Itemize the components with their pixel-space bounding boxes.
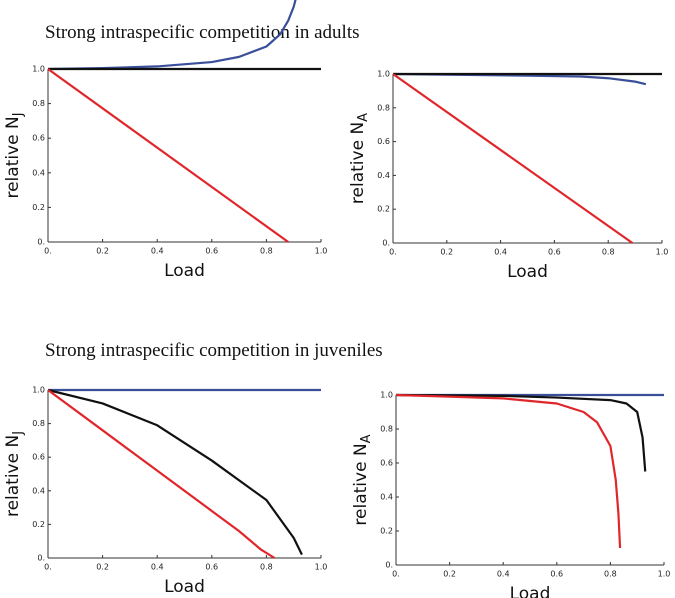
y-axis-label-sub: A xyxy=(359,434,374,443)
x-tick-label: 0.4 xyxy=(494,248,507,257)
y-tick-label: 0.6 xyxy=(32,453,45,462)
y-axis-label-main: relative N xyxy=(3,435,23,517)
line-series xyxy=(47,68,289,243)
y-axis-label-main: relative N xyxy=(348,122,368,204)
y-tick-label: 0.8 xyxy=(377,103,390,112)
y-tick-label: 0.2 xyxy=(377,205,390,214)
y-tick-label: 0. xyxy=(37,554,45,563)
y-axis-label-main: relative N xyxy=(351,443,371,525)
y-axis-label-sub: A xyxy=(356,113,371,122)
x-tick-label: 0.6 xyxy=(548,248,561,257)
y-tick-label: 1.0 xyxy=(377,70,390,79)
line-series xyxy=(47,389,276,559)
y-axis-label: relative NJ xyxy=(3,431,26,517)
x-tick-label: 0.4 xyxy=(151,563,164,572)
x-axis-label: Load xyxy=(164,577,205,597)
y-axis-label-main: relative N xyxy=(3,116,23,198)
x-tick-label: 0.8 xyxy=(604,570,617,579)
y-tick-label: 0.8 xyxy=(380,425,393,434)
y-tick-label: 0.2 xyxy=(380,527,393,536)
y-axis-label: relative NJ xyxy=(3,112,26,198)
y-tick-label: 0.4 xyxy=(377,171,390,180)
line-series xyxy=(392,72,647,86)
y-tick-label: 1.0 xyxy=(380,391,393,400)
y-tick-label: 0.8 xyxy=(32,419,45,428)
y-tick-label: 0.2 xyxy=(32,203,45,212)
y-tick-label: 0.4 xyxy=(380,493,393,502)
x-tick-label: 0.4 xyxy=(497,570,510,579)
y-tick-label: 0.6 xyxy=(32,134,45,143)
x-axis-label: Load xyxy=(507,262,548,282)
x-tick-label: 0.2 xyxy=(440,248,453,257)
x-tick-label: 1.0 xyxy=(656,248,669,257)
y-tick-label: 1.0 xyxy=(32,386,45,395)
y-axis-label-sub: J xyxy=(11,431,26,436)
y-tick-label: 0. xyxy=(385,561,393,570)
section-heading: Strong intraspecific competition in juve… xyxy=(45,340,383,361)
line-series xyxy=(47,388,303,556)
x-tick-label: 0.2 xyxy=(96,247,109,256)
section-heading: Strong intraspecific competition in adul… xyxy=(45,22,360,43)
y-tick-label: 1.0 xyxy=(32,65,45,74)
y-axis-label: relative NA xyxy=(351,434,374,525)
x-tick-label: 0. xyxy=(44,563,52,572)
y-tick-label: 0.8 xyxy=(32,99,45,108)
x-axis-label: Load xyxy=(510,584,551,598)
x-tick-label: 0.8 xyxy=(260,247,273,256)
y-tick-label: 0. xyxy=(382,239,390,248)
x-tick-label: 0.4 xyxy=(151,247,164,256)
x-axis-label: Load xyxy=(164,261,205,281)
line-series xyxy=(392,73,634,244)
x-tick-label: 0. xyxy=(389,248,397,257)
y-tick-label: 0.6 xyxy=(377,137,390,146)
line-series xyxy=(395,393,647,472)
y-tick-label: 0.4 xyxy=(32,168,45,177)
x-tick-label: 1.0 xyxy=(315,247,328,256)
x-tick-label: 0.8 xyxy=(602,248,615,257)
x-tick-label: 1.0 xyxy=(658,570,671,579)
x-tick-label: 0.2 xyxy=(443,570,456,579)
y-tick-label: 0.2 xyxy=(32,520,45,529)
y-tick-label: 0.6 xyxy=(380,459,393,468)
x-tick-label: 0. xyxy=(44,247,52,256)
x-tick-label: 0. xyxy=(392,570,400,579)
x-tick-label: 1.0 xyxy=(315,563,328,572)
x-tick-label: 0.6 xyxy=(205,563,218,572)
y-tick-label: 0.4 xyxy=(32,486,45,495)
line-series xyxy=(395,393,622,549)
x-tick-label: 0.2 xyxy=(96,563,109,572)
x-tick-label: 0.8 xyxy=(260,563,273,572)
y-axis-label: relative NA xyxy=(348,113,371,204)
line-series xyxy=(47,0,297,71)
y-axis-label-sub: J xyxy=(11,112,26,117)
x-tick-label: 0.6 xyxy=(205,247,218,256)
y-tick-label: 0. xyxy=(37,238,45,247)
x-tick-label: 0.6 xyxy=(550,570,563,579)
